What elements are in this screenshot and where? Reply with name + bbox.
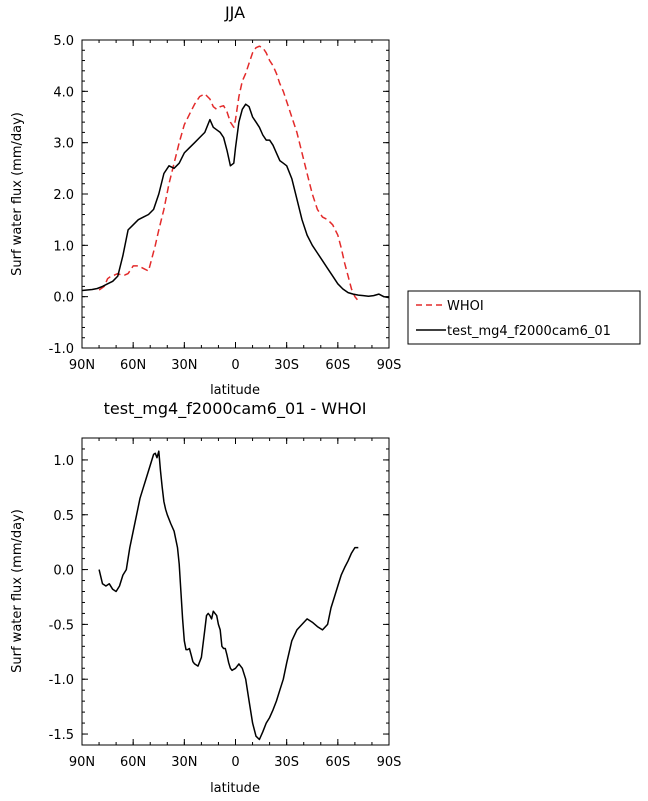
x-tick-label: 60S (325, 358, 350, 373)
top-chart-panel: JJA 90N 60N 30N 0 30S 60S 90S -1.0 0.0 1.0 2.0 3.0 4… (10, 3, 641, 398)
bottom-chart-xlabel: latitude (210, 781, 260, 796)
y-tick-label: 4.0 (53, 85, 74, 100)
x-tick-label: 30N (171, 755, 197, 770)
x-tick-label: 90S (377, 358, 402, 373)
y-tick-label: 0.0 (53, 291, 74, 306)
y-tick-label: 3.0 (53, 137, 74, 152)
series-line-difference (98, 450, 359, 741)
x-tick-label: 90N (69, 358, 95, 373)
x-tick-label: 0 (231, 358, 239, 373)
x-tick-label: 30S (274, 358, 299, 373)
x-tick-label: 60N (120, 755, 146, 770)
bottom-chart-frame (81, 437, 390, 746)
x-tick-label: 90S (377, 755, 402, 770)
bottom-chart-title: test_mg4_f2000cam6_01 - WHOI (104, 399, 367, 419)
top-chart-ylabel: Surf water flux (mm/day) (10, 112, 25, 276)
legend-box (407, 290, 641, 345)
y-tick-label: -1.0 (49, 673, 74, 688)
y-tick-label: 0.0 (53, 564, 74, 579)
legend-label-whoi: WHOI (447, 299, 484, 314)
x-tick-label: 60S (325, 755, 350, 770)
series-line-test-mg4-f2000cam6-01 (81, 103, 390, 299)
top-chart-title: JJA (224, 3, 245, 22)
y-tick-label: 1.0 (53, 239, 74, 254)
y-tick-label: 1.0 (53, 454, 74, 469)
top-chart-frame (81, 39, 390, 349)
bottom-chart-ylabel: Surf water flux (mm/day) (10, 509, 25, 673)
y-tick-label: -1.5 (49, 728, 74, 743)
y-tick-label: -1.0 (49, 342, 74, 357)
bottom-chart-panel: test_mg4_f2000cam6_01 - WHOI 90N 60N 30N 0 3… (10, 399, 401, 796)
x-tick-label: 90N (69, 755, 95, 770)
x-tick-label: 0 (231, 755, 239, 770)
top-chart-xlabel: latitude (210, 383, 260, 398)
legend-label-test: test_mg4_f2000cam6_01 (447, 324, 611, 339)
x-tick-label: 30S (274, 755, 299, 770)
x-tick-label: 30N (171, 358, 197, 373)
y-tick-label: 5.0 (53, 34, 74, 49)
x-tick-label: 60N (120, 358, 146, 373)
y-tick-label: -0.5 (49, 618, 74, 633)
series-line-whoi (98, 45, 359, 302)
top-chart-legend: WHOI test_mg4_f2000cam6_01 (407, 290, 641, 345)
y-tick-label: 2.0 (53, 188, 74, 203)
y-tick-label: 0.5 (53, 509, 74, 524)
